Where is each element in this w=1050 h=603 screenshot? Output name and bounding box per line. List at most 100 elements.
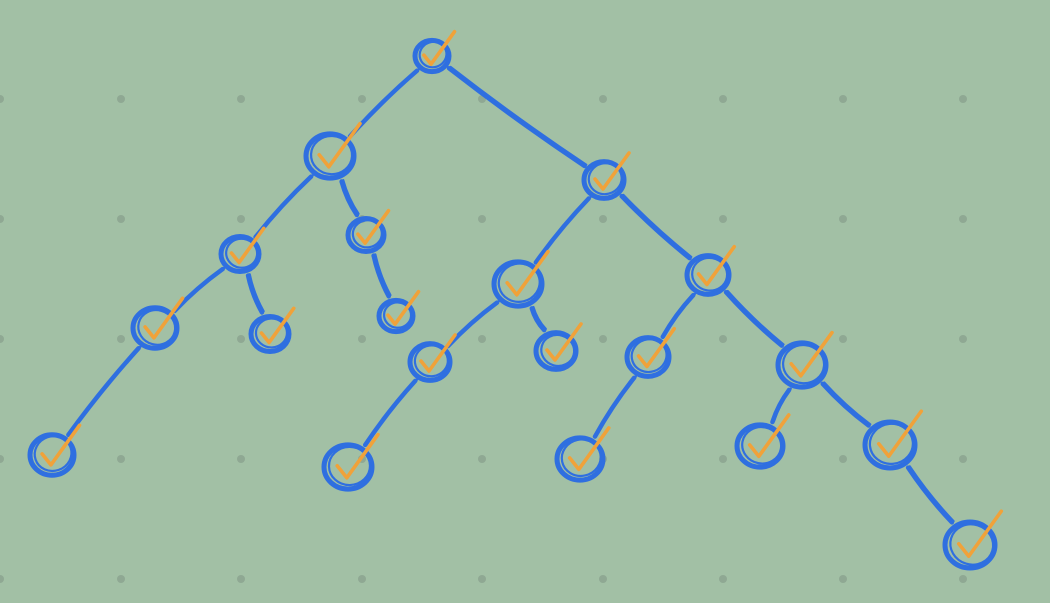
grid-dot bbox=[959, 335, 967, 343]
grid-dot bbox=[599, 575, 607, 583]
grid-dot bbox=[478, 455, 486, 463]
check-icon bbox=[259, 306, 296, 345]
grid-dot bbox=[839, 215, 847, 223]
tree-node-n9 bbox=[491, 249, 550, 309]
tree-node-n3 bbox=[218, 226, 266, 274]
node-circle bbox=[581, 159, 627, 201]
grid-dot bbox=[959, 455, 967, 463]
tree-edge-n11-n13 bbox=[362, 378, 419, 448]
tree-edge-n1-n4 bbox=[339, 179, 360, 218]
grid-dot bbox=[237, 215, 245, 223]
check-icon bbox=[545, 322, 583, 362]
tree-node-n8 bbox=[376, 289, 421, 335]
node-circle bbox=[303, 131, 357, 181]
node-circle bbox=[942, 519, 998, 571]
grid-dot bbox=[117, 95, 125, 103]
check-icon bbox=[422, 29, 457, 66]
tree-node-n11 bbox=[407, 333, 457, 383]
check-icon bbox=[356, 208, 391, 245]
tree-edges bbox=[66, 65, 955, 525]
tree-node-n1 bbox=[303, 121, 362, 181]
check-icon bbox=[593, 151, 631, 191]
node-circle bbox=[491, 259, 545, 309]
check-icon bbox=[335, 432, 380, 480]
check-icon bbox=[747, 413, 791, 459]
tree-node-n0 bbox=[412, 29, 457, 75]
check-icon bbox=[386, 289, 421, 326]
check-icon bbox=[143, 296, 185, 340]
node-circle bbox=[376, 297, 416, 335]
tree-edge-n5-n7 bbox=[66, 345, 142, 438]
grid-dot bbox=[959, 215, 967, 223]
grid-dot bbox=[478, 335, 486, 343]
node-circle bbox=[775, 340, 829, 390]
node-circle bbox=[624, 335, 672, 379]
check-icon bbox=[567, 426, 611, 472]
tree-node-n18 bbox=[862, 409, 924, 471]
grid-dot bbox=[117, 575, 125, 583]
check-icon bbox=[419, 333, 457, 373]
node-circle bbox=[533, 330, 579, 372]
grid-dot bbox=[599, 95, 607, 103]
check-icon bbox=[636, 326, 677, 369]
node-circle bbox=[321, 442, 375, 492]
tree-node-n13 bbox=[321, 432, 380, 492]
tree-node-n10 bbox=[684, 244, 737, 297]
grid-dot bbox=[237, 95, 245, 103]
grid-dot bbox=[237, 455, 245, 463]
grid-dot bbox=[478, 215, 486, 223]
grid-dot bbox=[719, 215, 727, 223]
grid-dot bbox=[839, 455, 847, 463]
grid-dot bbox=[358, 575, 366, 583]
grid-dot bbox=[117, 215, 125, 223]
tree-node-n12 bbox=[533, 322, 583, 372]
node-circle bbox=[130, 305, 180, 351]
node-circle bbox=[407, 341, 453, 383]
grid-dot bbox=[959, 575, 967, 583]
node-circle bbox=[412, 37, 452, 75]
check-icon bbox=[789, 330, 834, 378]
check-icon bbox=[229, 226, 266, 265]
node-circle bbox=[345, 215, 387, 255]
grid-dot bbox=[0, 455, 4, 463]
grid-dot bbox=[358, 335, 366, 343]
check-icon bbox=[505, 249, 550, 297]
grid-dot bbox=[959, 95, 967, 103]
grid-dot bbox=[237, 575, 245, 583]
tree-nodes bbox=[27, 29, 1004, 571]
grid-dot bbox=[839, 95, 847, 103]
check-icon bbox=[956, 509, 1004, 559]
grid-dot bbox=[839, 575, 847, 583]
tree-node-n15 bbox=[775, 330, 834, 390]
grid-dot bbox=[719, 335, 727, 343]
grid-dot bbox=[719, 575, 727, 583]
grid-dot bbox=[0, 95, 4, 103]
check-icon bbox=[696, 244, 737, 287]
tree-edge-n15-n18 bbox=[820, 381, 872, 428]
tree-node-n14 bbox=[624, 326, 677, 379]
tree-edge-n18-n19 bbox=[905, 465, 955, 525]
grid-dot bbox=[478, 575, 486, 583]
tree-node-n5 bbox=[130, 296, 185, 351]
grid-dot bbox=[0, 575, 4, 583]
node-circle bbox=[554, 435, 606, 483]
node-circle bbox=[27, 432, 77, 478]
node-circle bbox=[248, 314, 292, 354]
tree-node-n16 bbox=[554, 426, 611, 483]
grid-dot bbox=[0, 215, 4, 223]
tree-edge-n14-n16 bbox=[592, 375, 637, 439]
grid-dot bbox=[839, 335, 847, 343]
node-circle bbox=[218, 234, 262, 274]
check-icon bbox=[40, 423, 82, 467]
node-circle bbox=[734, 422, 786, 470]
tree-edge-n2-n9 bbox=[533, 196, 592, 265]
tree-node-n6 bbox=[248, 306, 296, 354]
grid-dot bbox=[719, 95, 727, 103]
tree-edge-n4-n8 bbox=[371, 253, 392, 299]
tree-node-n19 bbox=[942, 509, 1004, 571]
tree-edge-n15-n17 bbox=[770, 387, 792, 425]
node-circle bbox=[684, 253, 732, 297]
tree-edge-n0-n1 bbox=[347, 68, 420, 139]
grid-dot bbox=[358, 95, 366, 103]
